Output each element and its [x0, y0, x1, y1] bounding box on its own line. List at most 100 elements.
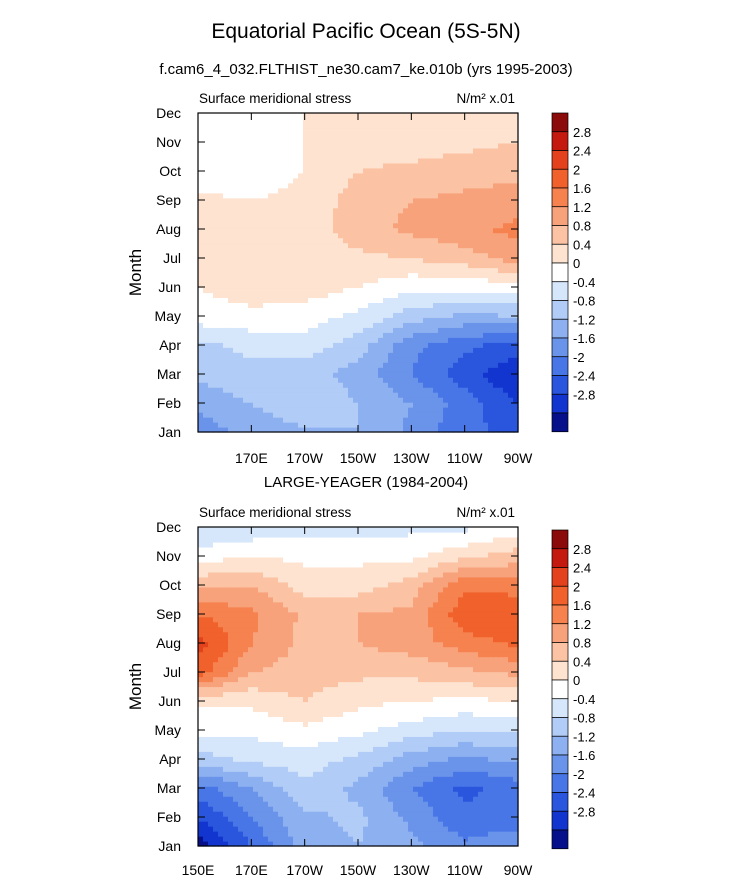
contour-cell: [313, 841, 319, 847]
contour-cell: [408, 177, 414, 184]
contour-cell: [208, 167, 214, 174]
contour-cell: [298, 227, 304, 234]
contour-cell: [343, 272, 349, 279]
contour-cell: [318, 397, 324, 403]
contour-cell: [288, 372, 294, 378]
contour-cell: [453, 282, 459, 289]
contour-cell: [368, 132, 374, 139]
contour-cell: [223, 387, 229, 393]
contour-cell: [313, 132, 319, 139]
contour-cell: [253, 147, 259, 154]
contour-cell: [498, 836, 504, 842]
contour-cell: [258, 187, 264, 194]
contour-cell: [488, 222, 494, 229]
contour-cell: [248, 212, 254, 219]
contour-cell: [338, 781, 344, 787]
contour-cell: [223, 292, 229, 299]
contour-cell: [283, 272, 289, 279]
contour-cell: [493, 427, 499, 433]
contour-cell: [298, 172, 304, 179]
contour-cell: [413, 387, 419, 393]
contour-cell: [288, 342, 294, 348]
contour-cell: [218, 222, 224, 229]
contour-cell: [218, 422, 224, 428]
contour-cell: [278, 167, 284, 174]
contour-cell: [228, 342, 234, 348]
contour-cell: [473, 113, 479, 119]
contour-cell: [268, 307, 274, 313]
contour-cell: [403, 262, 409, 269]
contour-cell: [443, 222, 449, 229]
contour-cell: [323, 237, 329, 244]
contour-cell: [208, 821, 214, 827]
contour-cell: [243, 272, 249, 279]
contour-cell: [508, 287, 514, 294]
contour-cell: [493, 337, 499, 343]
contour-cell: [288, 407, 294, 413]
contour-cell: [208, 816, 214, 822]
contour-cell: [378, 412, 384, 418]
contour-cell: [403, 347, 409, 353]
contour-cell: [288, 786, 294, 792]
contour-cell: [233, 332, 239, 338]
contour-cell: [198, 367, 204, 373]
contour-cell: [483, 237, 489, 244]
contour-cell: [303, 781, 309, 787]
contour-cell: [203, 362, 209, 368]
contour-cell: [448, 302, 454, 308]
contour-cell: [393, 836, 399, 842]
contour-cell: [343, 257, 349, 264]
contour-cell: [443, 232, 449, 239]
contour-cell: [253, 806, 259, 812]
contour-cell: [383, 277, 389, 284]
contour-cell: [248, 282, 254, 289]
contour-cell: [413, 172, 419, 179]
contour-cell: [473, 267, 479, 274]
contour-cell: [313, 252, 319, 259]
contour-cell: [393, 417, 399, 423]
contour-cell: [213, 272, 219, 279]
contour-cell: [338, 202, 344, 209]
contour-cell: [248, 312, 254, 318]
contour-cell: [383, 387, 389, 393]
contour-cell: [253, 207, 259, 214]
contour-cell: [438, 402, 444, 408]
contour-cell: [338, 816, 344, 822]
contour-cell: [393, 267, 399, 274]
contour-cell: [373, 841, 379, 847]
contour-cell: [293, 137, 299, 144]
contour-cell: [243, 397, 249, 403]
contour-cell: [233, 392, 239, 398]
contour-cell: [333, 172, 339, 179]
contour-cell: [453, 272, 459, 279]
contour-cell: [393, 427, 399, 433]
contour-cell: [358, 162, 364, 169]
contour-cell: [508, 282, 514, 289]
contour-cell: [413, 117, 419, 124]
contour-cell: [198, 841, 204, 847]
contour-cell: [463, 127, 469, 134]
contour-cell: [443, 157, 449, 164]
contour-cell: [228, 347, 234, 353]
contour-cell: [423, 801, 429, 807]
contour-cell: [478, 242, 484, 249]
contour-cell: [408, 272, 414, 279]
contour-cell: [373, 237, 379, 244]
contour-cell: [418, 427, 424, 433]
contour-cell: [308, 137, 314, 144]
contour-cell: [423, 202, 429, 209]
contour-cell: [238, 831, 244, 837]
contour-cell: [408, 187, 414, 194]
contour-cell: [458, 222, 464, 229]
contour-cell: [413, 232, 419, 239]
contour-cell: [333, 816, 339, 822]
contour-cell: [203, 831, 209, 837]
contour-cell: [213, 187, 219, 194]
contour-cell: [473, 362, 479, 368]
contour-cell: [513, 242, 519, 249]
contour-cell: [233, 407, 239, 413]
contour-cell: [468, 816, 474, 822]
contour-cell: [303, 412, 309, 418]
contour-cell: [208, 332, 214, 338]
contour-cell: [248, 132, 254, 139]
